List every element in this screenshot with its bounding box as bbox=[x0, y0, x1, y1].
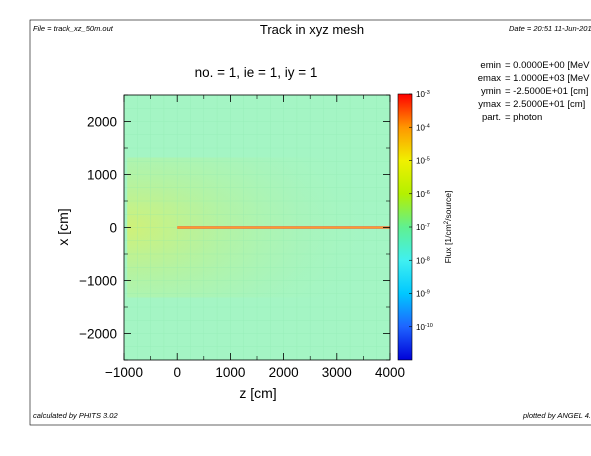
y-tick-label: −1000 bbox=[79, 274, 117, 289]
x-tick-label: 0 bbox=[173, 365, 181, 380]
plotted-by: plotted by ANGEL 4.5 bbox=[522, 411, 591, 420]
file-label: File = track_xz_50m.out bbox=[33, 24, 114, 33]
chart-subtitle: no. = 1, ie = 1, iy = 1 bbox=[195, 65, 318, 80]
info-value: = 2.5000E+01 [cm] bbox=[505, 99, 585, 110]
date-label: Date = 20:51 11-Jun-201 bbox=[509, 24, 591, 33]
colorbar-scale bbox=[398, 94, 412, 360]
x-tick-label: −1000 bbox=[105, 365, 143, 380]
info-value: = photon bbox=[505, 112, 542, 123]
colorbar: 10-3 10-4 10-5 10-6 10-7 10-8 10-9 10-10 Flux [… bbox=[397, 90, 453, 361]
colorbar-label: Flux [1/cm2/source] bbox=[443, 191, 453, 264]
y-axis-label: x [cm] bbox=[55, 208, 71, 245]
info-key: emin bbox=[480, 60, 501, 71]
x-tick-label: 1000 bbox=[215, 365, 245, 380]
info-key: ymin bbox=[481, 86, 501, 97]
colorbar-tick-label: 10-8 bbox=[416, 256, 430, 265]
info-value: = 0.0000E+00 [MeV bbox=[505, 60, 590, 71]
info-value: = -2.5000E+01 [cm] bbox=[505, 86, 588, 97]
colorbar-tick-label: 10-7 bbox=[416, 223, 430, 232]
colorbar-tick-label: 10-9 bbox=[416, 290, 430, 299]
colorbar-tick-label: 10-4 bbox=[416, 123, 430, 132]
figure-frame bbox=[29, 19, 591, 426]
y-tick-label: −2000 bbox=[79, 327, 117, 342]
x-axis-label: z [cm] bbox=[239, 385, 276, 401]
x-tick-label: 2000 bbox=[269, 365, 299, 380]
info-key: ymax bbox=[478, 99, 501, 110]
y-tick-label: 1000 bbox=[87, 168, 117, 183]
colorbar-ticks: 10-3 10-4 10-5 10-6 10-7 10-8 10-9 10-10 bbox=[409, 90, 433, 332]
colorbar-tick-label: 10-3 bbox=[416, 90, 430, 99]
x-tick-label: 4000 bbox=[375, 365, 405, 380]
y-ticks: 2000 1000 0 −1000 −2000 bbox=[79, 94, 390, 361]
page-title: Track in xyz mesh bbox=[260, 22, 364, 37]
x-ticks: −1000 0 1000 2000 3000 4000 bbox=[105, 95, 405, 380]
info-block: emin = 0.0000E+00 [MeV emax = 1.0000E+03 [M… bbox=[478, 60, 590, 123]
info-key: emax bbox=[478, 73, 501, 84]
info-value: = 1.0000E+03 [MeV bbox=[505, 73, 590, 84]
colorbar-tick-label: 10-5 bbox=[416, 157, 430, 166]
x-tick-label: 3000 bbox=[322, 365, 352, 380]
calculated-by: calculated by PHITS 3.02 bbox=[33, 411, 118, 420]
colorbar-tick-label: 10-10 bbox=[416, 323, 433, 332]
info-key: part. bbox=[482, 112, 501, 123]
y-tick-label: 0 bbox=[109, 221, 117, 236]
colorbar-tick-label: 10-6 bbox=[416, 190, 430, 199]
plot-area: −1000 0 1000 2000 3000 4000 2000 1000 0 −1000 −20… bbox=[79, 94, 405, 380]
y-tick-label: 2000 bbox=[87, 115, 117, 130]
